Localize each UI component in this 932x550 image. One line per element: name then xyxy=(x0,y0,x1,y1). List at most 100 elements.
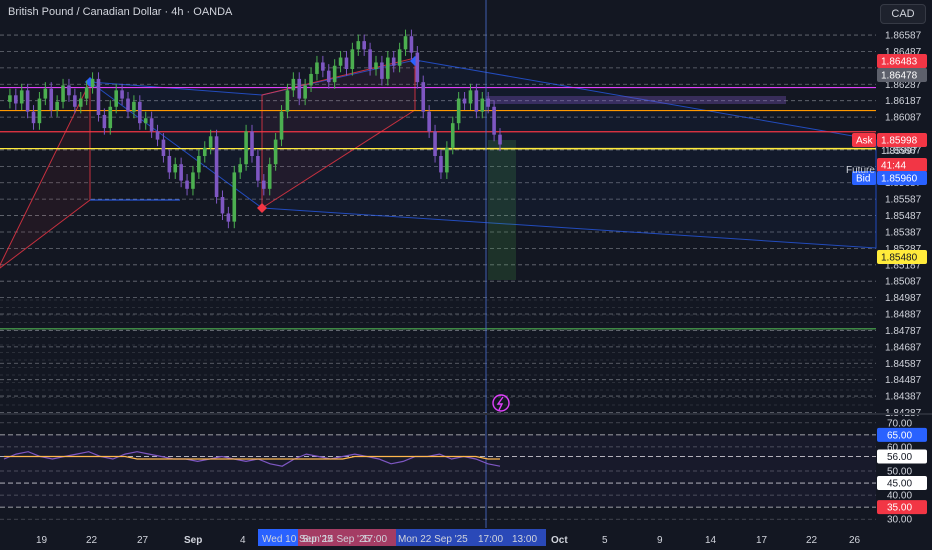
rsi-tag-value: 45.00 xyxy=(887,479,912,490)
y-tick-label: 1.85287 xyxy=(885,244,922,255)
x-crosshair-label: 17:00 xyxy=(478,534,503,545)
candle-body xyxy=(25,90,30,112)
x-tick-label: 9 xyxy=(657,535,663,546)
rsi-tick-label: 50.00 xyxy=(887,467,912,478)
y-tick-label: 1.85087 xyxy=(885,277,922,288)
candle-body xyxy=(155,131,160,140)
rsi-tag xyxy=(877,500,927,515)
candle-body xyxy=(132,101,136,112)
y-tick-label: 1.86087 xyxy=(885,113,922,124)
y-tick-label: 1.85487 xyxy=(885,211,922,222)
price-tag-value: 1.86483 xyxy=(881,57,918,68)
candle-body xyxy=(439,156,443,173)
x-tick-label: 17 xyxy=(756,535,768,546)
candle-body xyxy=(49,88,54,111)
x-tick-label: 22 xyxy=(806,535,818,546)
candle-body xyxy=(138,101,142,124)
price-tag-value: 1.85960 xyxy=(881,174,918,185)
x-crosshair-label: Wed 10 Sep '25 xyxy=(262,534,333,545)
rsi-tag xyxy=(877,449,927,464)
candle-body xyxy=(409,36,414,53)
candle-body xyxy=(380,62,384,79)
candle-body xyxy=(391,57,396,66)
candle-body xyxy=(167,156,172,173)
x-crosshair-label: 13:00 xyxy=(512,534,537,545)
candle-body xyxy=(462,98,467,104)
lightning-icon xyxy=(496,396,504,411)
candle-body xyxy=(450,123,455,148)
candle-body xyxy=(126,98,130,112)
candle-body xyxy=(297,78,302,99)
rsi-tick-label: 60.00 xyxy=(887,442,912,453)
candle-body xyxy=(468,90,473,104)
y-tick-label: 1.86587 xyxy=(885,31,922,42)
y-tick-label: 1.84587 xyxy=(885,359,922,370)
green-zone xyxy=(488,140,516,280)
anchor-diamond xyxy=(257,203,267,213)
x-tick-label: Sep xyxy=(184,535,202,546)
future-label: Future xyxy=(846,165,875,176)
y-tick-label: 1.84887 xyxy=(885,310,922,321)
price-tag xyxy=(877,133,927,147)
candle-body xyxy=(19,90,24,104)
candle-body xyxy=(273,139,278,165)
candle-body xyxy=(161,139,166,156)
candle-body xyxy=(421,82,426,112)
candle-body xyxy=(256,156,260,181)
candle-body xyxy=(344,57,349,70)
y-tick-label: 1.86187 xyxy=(885,96,922,107)
candle-body xyxy=(386,57,390,79)
x-crosshair-chip xyxy=(258,529,298,546)
candle-body xyxy=(55,101,59,111)
candle-body xyxy=(197,156,201,173)
chart-title: British Pound / Canadian Dollar · 4h · O… xyxy=(8,6,233,18)
candle-body xyxy=(179,164,183,181)
candle-body xyxy=(321,62,325,71)
candle-body xyxy=(67,85,71,96)
candle-body xyxy=(102,114,107,129)
rsi-tick-label: 30.00 xyxy=(887,515,912,526)
candle-body xyxy=(31,111,36,124)
candle-body xyxy=(120,90,124,99)
blue-channel xyxy=(88,59,877,249)
y-tick-label: 1.85587 xyxy=(885,195,922,206)
candle-body xyxy=(8,95,12,102)
candle-body xyxy=(61,85,65,102)
y-tick-label: 1.84487 xyxy=(885,375,922,386)
candle-body xyxy=(108,106,113,129)
candle-body xyxy=(309,73,313,86)
candle-body xyxy=(84,87,89,99)
x-tick-label: 19 xyxy=(36,535,48,546)
candle-body xyxy=(90,78,95,88)
price-tag-value: 1.86478 xyxy=(881,71,918,82)
y-tick-label: 1.85187 xyxy=(885,260,922,271)
x-tick-label: 4 xyxy=(240,535,246,546)
x-tick-label: 26 xyxy=(849,535,861,546)
candle-body xyxy=(143,118,148,124)
candle-body xyxy=(250,131,254,156)
purple-zone xyxy=(486,96,786,104)
x-tick-label: 22 xyxy=(86,535,98,546)
rsi-tag xyxy=(877,476,927,491)
price-tag-value: 41:44 xyxy=(881,161,906,172)
candle-body xyxy=(332,65,337,83)
candle-body xyxy=(14,95,18,104)
red-wedge xyxy=(0,81,91,269)
rsi-tick-label: 70.00 xyxy=(887,418,912,429)
candle-body xyxy=(149,118,154,132)
price-tag-value: 1.85998 xyxy=(881,136,918,147)
y-tick-label: 1.85887 xyxy=(885,145,922,156)
x-tick-label: Oct xyxy=(551,535,568,546)
x-crosshair-chip xyxy=(298,529,396,546)
candle-body xyxy=(43,88,48,99)
candle-body xyxy=(474,90,479,112)
y-tick-label: 1.84387 xyxy=(885,392,922,403)
candle-body xyxy=(238,164,242,173)
candle-body xyxy=(415,52,420,83)
price-tag-label-bg xyxy=(852,133,876,147)
candle-body xyxy=(486,98,490,107)
y-tick-label: 1.84787 xyxy=(885,326,922,337)
rsi-ma-line xyxy=(4,455,500,460)
currency-button[interactable]: CAD xyxy=(880,4,926,24)
